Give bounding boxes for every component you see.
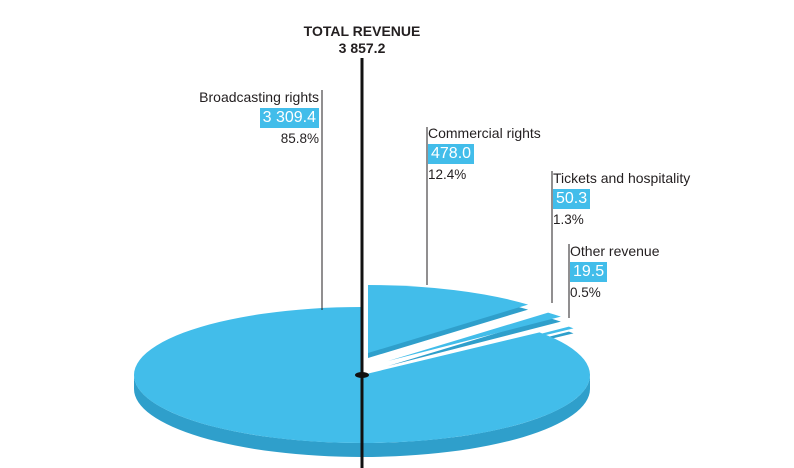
value-label: 478.0	[428, 144, 475, 164]
category-label: Commercial rights	[428, 125, 541, 141]
category-label: Other revenue	[570, 243, 660, 259]
label-broadcasting-rights: Broadcasting rights 3 309.4 85.8%	[160, 89, 319, 146]
slice-depth-tickets-and-hospitality	[388, 317, 561, 366]
value-label: 19.5	[570, 262, 608, 282]
slice-side-broadcasting-rights	[134, 375, 590, 457]
percent-label: 0.5%	[570, 285, 601, 300]
category-label: Broadcasting rights	[199, 89, 319, 105]
label-other-revenue: Other revenue 19.5 0.5%	[570, 243, 660, 300]
chart-header: TOTAL REVENUE 3 857.2	[282, 23, 442, 57]
total-axis-marker	[355, 372, 369, 378]
label-commercial-rights: Commercial rights 478.0 12.4%	[428, 125, 541, 182]
value-label: 3 309.4	[259, 108, 319, 128]
percent-label: 85.8%	[280, 131, 319, 146]
percent-label: 12.4%	[428, 167, 467, 182]
total-revenue-value: 3 857.2	[338, 40, 386, 56]
value-label: 50.3	[553, 189, 591, 209]
slice-commercial-rights	[368, 285, 529, 353]
label-tickets-hospitality: Tickets and hospitality 50.3 1.3%	[553, 170, 690, 227]
percent-label: 1.3%	[553, 212, 584, 227]
category-label: Tickets and hospitality	[553, 170, 691, 186]
slice-tickets-and-hospitality	[388, 312, 561, 361]
chart-title: TOTAL REVENUE	[303, 23, 421, 39]
